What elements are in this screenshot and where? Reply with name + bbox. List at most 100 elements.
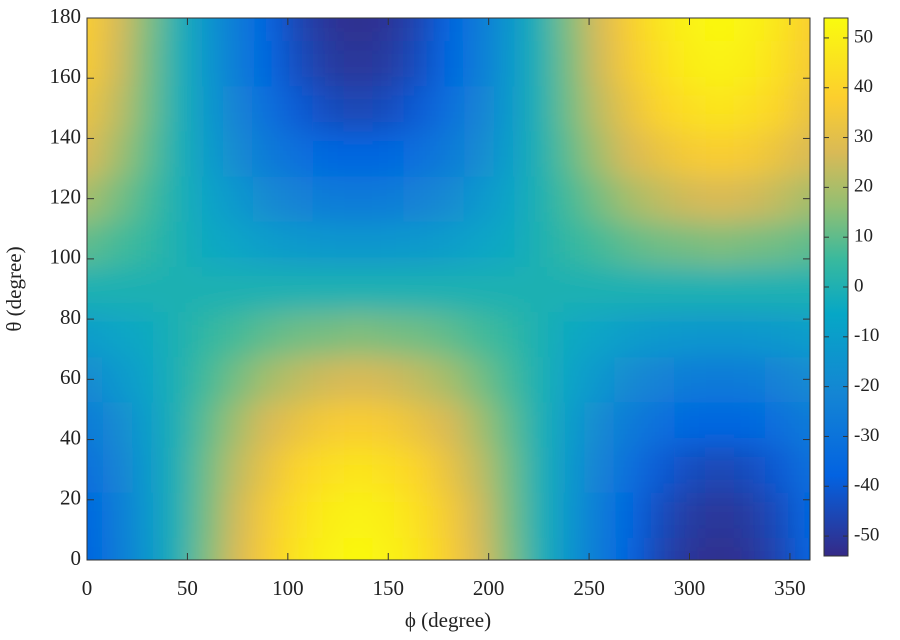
- x-axis-label: ϕ (degree): [405, 608, 491, 632]
- heatmap-cell: [614, 537, 645, 560]
- heatmap-cell: [584, 85, 615, 132]
- heatmap-cell: [87, 85, 103, 132]
- heatmap-cell: [584, 311, 615, 358]
- heatmap-cell: [794, 130, 810, 177]
- heatmap-cell: [674, 40, 706, 87]
- heatmap-cell: [433, 492, 465, 538]
- colorbar-tick-label: -10: [854, 325, 879, 346]
- heatmap-cell: [222, 130, 254, 177]
- heatmap-cell: [764, 176, 796, 222]
- heatmap-cell: [584, 401, 615, 448]
- heatmap-cell: [162, 40, 193, 87]
- y-tick-label: 100: [50, 245, 82, 269]
- heatmap-cell: [644, 492, 675, 538]
- heatmap-cell: [102, 40, 133, 87]
- heatmap-cell: [734, 401, 766, 448]
- heatmap-cell: [463, 85, 495, 132]
- heatmap-cell: [584, 537, 615, 560]
- heatmap-cell: [523, 356, 555, 403]
- heatmap-cell: [433, 356, 465, 403]
- heatmap-cell: [794, 492, 810, 538]
- heatmap-cell: [553, 266, 585, 313]
- heatmap-cell: [87, 266, 103, 313]
- colorbar-tick-label: 40: [854, 76, 873, 97]
- heatmap-cell: [132, 311, 163, 358]
- heatmap-cell: [764, 85, 796, 132]
- y-tick-label: 40: [60, 425, 81, 449]
- heatmap-cell: [312, 311, 344, 358]
- heatmap-cell: [102, 130, 133, 177]
- heatmap-cell: [102, 266, 133, 313]
- heatmap-cell: [523, 85, 555, 132]
- heatmap-cell: [222, 176, 254, 222]
- heatmap-cell: [463, 537, 495, 560]
- heatmap-cell: [433, 537, 465, 560]
- heatmap-cell: [734, 447, 766, 493]
- heatmap-cell: [403, 401, 434, 448]
- heatmap-cell: [282, 311, 314, 358]
- heatmap-cell: [87, 221, 103, 267]
- heatmap-cell: [102, 85, 133, 132]
- heatmap-cell: [403, 40, 434, 87]
- heatmap-cell: [614, 18, 645, 42]
- heatmap-cell: [674, 18, 706, 42]
- heatmap-cell: [102, 492, 133, 538]
- colorbar-tick-label: 20: [854, 176, 873, 197]
- heatmap-cell: [252, 176, 284, 222]
- heatmap-cell: [87, 447, 103, 493]
- heatmap-cell: [734, 266, 766, 313]
- heatmap-cell: [523, 40, 555, 87]
- heatmap-cell: [343, 176, 374, 222]
- heatmap-cell: [373, 311, 404, 358]
- heatmap-cell: [614, 311, 645, 358]
- heatmap-cell: [463, 492, 495, 538]
- heatmap-cell: [312, 492, 344, 538]
- colorbar-tick-label: -40: [854, 475, 879, 496]
- heatmap-cell: [87, 401, 103, 448]
- heatmap-cell: [794, 18, 810, 42]
- y-tick-label: 180: [50, 4, 82, 28]
- heatmap-cell: [704, 401, 736, 448]
- heatmap-cell: [433, 266, 465, 313]
- heatmap-cell: [162, 176, 193, 222]
- colorbar-tick-label: 50: [854, 26, 873, 47]
- heatmap-cell: [373, 18, 404, 42]
- heatmap-cell: [644, 537, 675, 560]
- heatmap-cell: [403, 130, 434, 177]
- heatmap-cell: [584, 130, 615, 177]
- heatmap-cell: [282, 40, 314, 87]
- heatmap-cell: [463, 401, 495, 448]
- heatmap-cell: [764, 356, 796, 403]
- heatmap-cell: [192, 221, 224, 267]
- heatmap-cell: [704, 537, 736, 560]
- heatmap-cell: [493, 311, 525, 358]
- heatmap-cell: [312, 447, 344, 493]
- heatmap-cell: [794, 176, 810, 222]
- heatmap-cell: [764, 130, 796, 177]
- heatmap-cell: [704, 356, 736, 403]
- heatmap-cell: [463, 176, 495, 222]
- heatmap-cell: [343, 40, 374, 87]
- heatmap-cell: [403, 492, 434, 538]
- heatmap-cell: [493, 266, 525, 313]
- heatmap-cell: [764, 537, 796, 560]
- heatmap-cell: [674, 401, 706, 448]
- heatmap-cell: [252, 447, 284, 493]
- heatmap-cell: [282, 537, 314, 560]
- heatmap-cell: [614, 176, 645, 222]
- heatmap-cell: [614, 85, 645, 132]
- plot-frame: [86, 17, 811, 561]
- heatmap-cell: [282, 401, 314, 448]
- heatmap-cell: [282, 130, 314, 177]
- heatmap-cell: [523, 401, 555, 448]
- heatmap-cell: [764, 221, 796, 267]
- heatmap-cell: [252, 537, 284, 560]
- heatmap-cell: [794, 40, 810, 87]
- heatmap-cell: [764, 18, 796, 42]
- heatmap-cell: [373, 40, 404, 87]
- heatmap-cell: [523, 221, 555, 267]
- heatmap-cell: [764, 266, 796, 313]
- heatmap-cell: [584, 18, 615, 42]
- y-tick-label: 60: [60, 365, 81, 389]
- heatmap-cell: [162, 447, 193, 493]
